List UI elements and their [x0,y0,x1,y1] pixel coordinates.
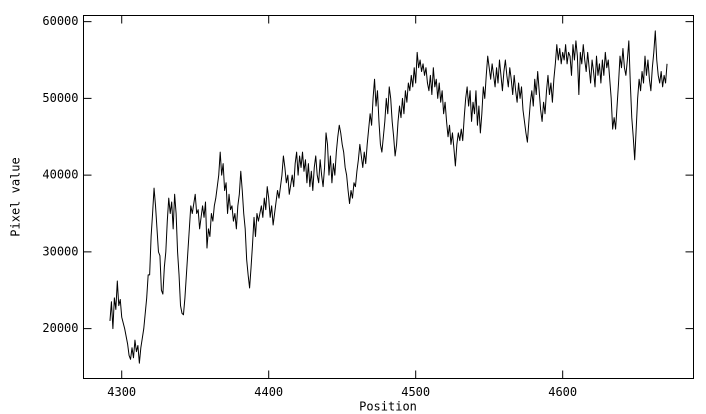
x-tick-label: 4600 [548,385,577,399]
y-axis-label: Pixel value [9,157,23,236]
y-tick-label: 40000 [42,168,78,182]
y-tick-label: 50000 [42,91,78,105]
plot-frame [83,15,694,379]
x-axis-label: Position [359,400,417,414]
data-line [109,30,668,364]
y-tick-label: 20000 [42,321,78,335]
x-tick-label: 4500 [401,385,430,399]
y-tick-label: 60000 [42,14,78,28]
x-tick-label: 4300 [107,385,136,399]
y-tick-label: 30000 [42,244,78,258]
x-tick-label: 4400 [254,385,283,399]
